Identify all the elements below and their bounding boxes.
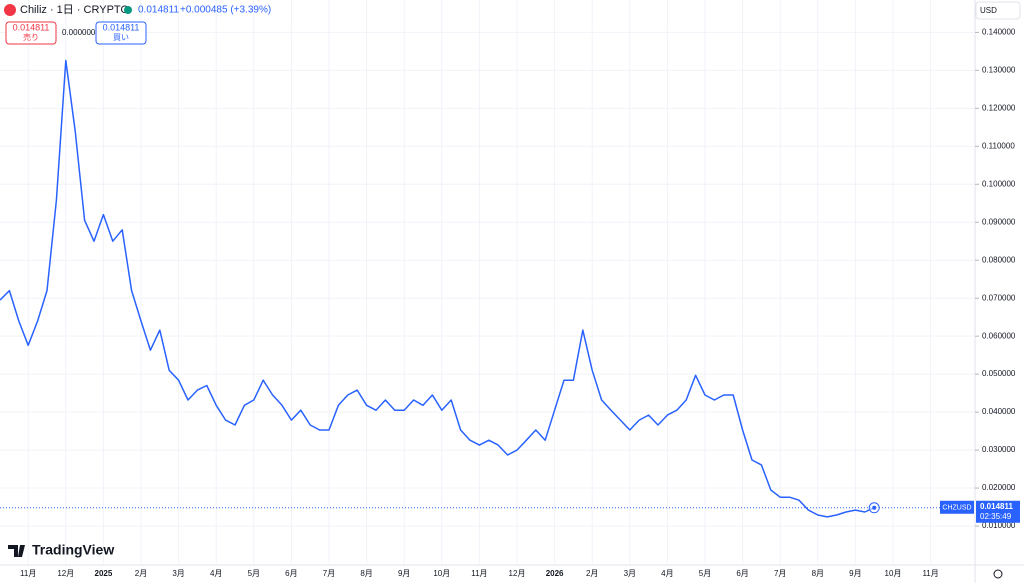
x-tick-label: 6月 [736,569,748,578]
x-tick-label: 2月 [135,569,147,578]
x-tick-label: 4月 [210,569,222,578]
x-tick-label: 2月 [586,569,598,578]
x-tick-label: 3月 [624,569,636,578]
x-tick-label: 5月 [699,569,711,578]
spread: 0.000000 [62,28,96,37]
last-point-dot [872,505,877,510]
x-tick-label: 9月 [398,569,410,578]
y-tick-label: 0.140000 [982,27,1016,36]
y-tick-label: 0.130000 [982,65,1016,74]
y-tick-label: 0.060000 [982,331,1016,340]
sell-label: 売り [23,32,39,42]
settings-icon[interactable] [993,569,1003,579]
price-tag-label: 0.014811 [980,502,1013,511]
y-tick-label: 0.080000 [982,255,1016,264]
x-tick-label: 9月 [849,569,861,578]
x-tick-label: 12月 [509,569,526,578]
price-line [0,59,875,518]
x-tick-label: 12月 [57,569,74,578]
x-tick-label: 11月 [922,569,938,578]
currency-button[interactable] [975,1,1021,20]
symbol-tag-label: CHZUSD [942,505,971,512]
x-tick-label: 3月 [172,569,184,578]
symbol-tag [940,500,974,514]
y-tick-label: 0.040000 [982,407,1016,416]
status-dot [124,6,132,14]
buy-button[interactable] [95,21,147,45]
x-tick-label: 7月 [774,569,786,578]
y-tick-label: 0.070000 [982,293,1016,302]
x-tick-label: 10月 [433,569,450,578]
sell-price: 0.014811 [13,22,50,32]
x-tick-label: 10月 [885,569,902,578]
y-tick-label: 0.050000 [982,369,1016,378]
y-tick-label: 0.090000 [982,217,1016,226]
currency: USD [980,6,997,15]
brand: TradingView [32,542,114,558]
x-tick-label: 4月 [661,569,673,578]
last-price: 0.014811 [138,5,179,16]
countdown: 02:35:49 [980,512,1012,521]
buy-price: 0.014811 [103,22,140,32]
x-tick-label: 5月 [248,569,260,578]
symbol: Chiliz · 1日 · CRYPTO [20,4,129,16]
x-tick-label: 2026 [546,569,564,578]
sell-button[interactable] [5,21,57,45]
y-tick-label: 0.100000 [982,179,1016,188]
y-tick-label: 0.030000 [982,445,1016,454]
x-tick-label: 8月 [360,569,372,578]
price-tag [976,500,1020,523]
x-tick-label: 8月 [812,569,824,578]
logo-icon [8,545,25,557]
x-tick-label: 6月 [285,569,297,578]
y-tick-label: 0.010000 [982,521,1016,530]
y-tick-label: 0.120000 [982,103,1016,112]
symbol-icon [4,4,16,16]
x-tick-label: 11月 [471,569,487,578]
change: +0.000485 (+3.39%) [180,5,271,16]
x-tick-label: 11月 [20,569,36,578]
x-tick-label: 7月 [323,569,335,578]
y-tick-label: 0.110000 [982,141,1015,150]
x-tick-label: 2025 [95,569,113,578]
y-tick-label: 0.020000 [982,483,1016,492]
buy-label: 買い [113,33,129,42]
